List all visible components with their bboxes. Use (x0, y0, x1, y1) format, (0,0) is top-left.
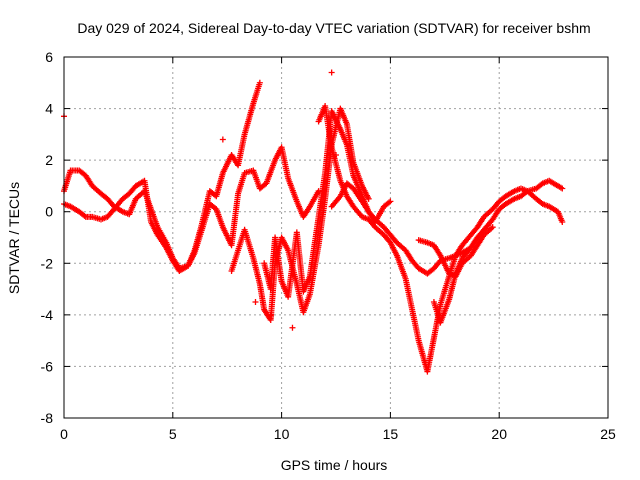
data-point (523, 189, 530, 196)
chart-title: Day 029 of 2024, Sidereal Day-to-day VTE… (77, 20, 590, 36)
data-point-outlier (219, 136, 226, 143)
data-point-outlier (267, 311, 274, 318)
y-tick-label: 6 (45, 49, 53, 65)
x-tick-label: 0 (60, 426, 68, 442)
y-axis-label: SDTVAR / TECUs (6, 182, 22, 294)
data-point (474, 234, 481, 241)
x-tick-label: 20 (491, 426, 507, 442)
data-points (61, 69, 566, 375)
y-tick-label: 4 (45, 101, 53, 117)
data-point (387, 198, 394, 205)
data-point (559, 219, 566, 226)
data-point (386, 199, 393, 206)
y-tick-label: -4 (41, 307, 54, 323)
data-point (315, 188, 322, 195)
y-tick-label: -2 (41, 255, 54, 271)
data-point (365, 195, 372, 202)
axis-ticks: 0 5 10 15 20 25 -8 -6 -4 -2 0 2 4 6 (41, 49, 616, 442)
data-point (81, 212, 88, 219)
data-point (559, 185, 566, 192)
y-tick-label: -8 (41, 410, 54, 426)
y-tick-label: 2 (45, 152, 53, 168)
y-tick-label: 0 (45, 204, 53, 220)
data-point-outlier (333, 151, 339, 158)
data-point-outlier (252, 298, 259, 305)
data-point (256, 79, 263, 86)
data-point-outlier (328, 69, 335, 76)
x-tick-label: 15 (383, 426, 399, 442)
x-tick-label: 5 (169, 426, 177, 442)
x-axis-label: GPS time / hours (281, 457, 388, 473)
plot-frame (63, 56, 609, 419)
data-point (489, 224, 496, 231)
data-point-outlier (289, 324, 296, 331)
x-tick-label: 25 (600, 426, 616, 442)
y-tick-label: -6 (41, 358, 54, 374)
x-tick-label: 10 (274, 426, 290, 442)
